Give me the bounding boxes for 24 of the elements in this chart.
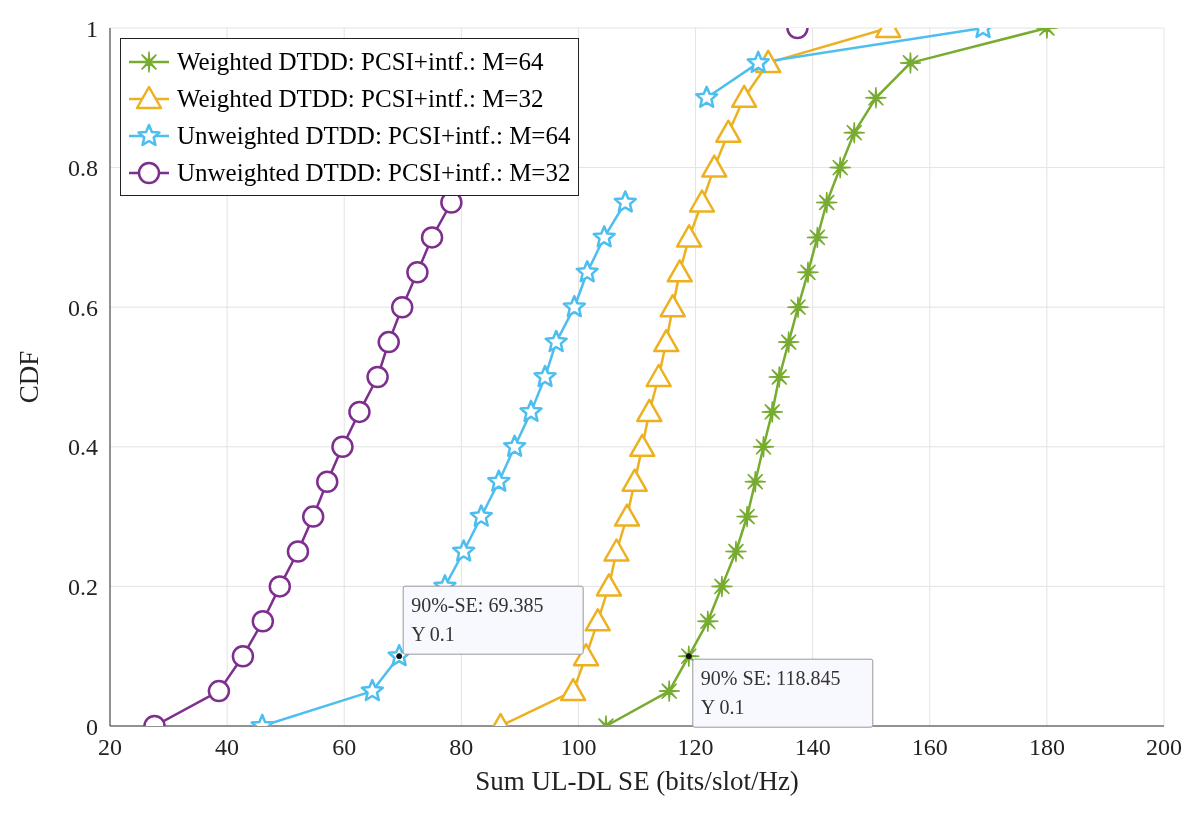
y-tick-label: 0.2	[68, 573, 98, 600]
x-tick-label: 180	[1028, 734, 1065, 761]
y-tick-label: 0.6	[68, 294, 98, 321]
x-tick-label: 100	[560, 734, 597, 761]
y-tick-label: 0.8	[68, 155, 98, 182]
legend-label: Weighted DTDD: PCSI+intf.: M=32	[177, 84, 544, 113]
legend-label: Unweighted DTDD: PCSI+intf.: M=32	[177, 158, 571, 187]
x-tick-label: 120	[677, 734, 714, 761]
y-tick-label: 0	[86, 713, 98, 740]
annotation: 90%-SE: 69.385 Y 0.1	[411, 594, 544, 646]
x-tick-label: 40	[215, 734, 240, 761]
x-tick-label: 200	[1146, 734, 1182, 761]
x-tick-label: 20	[98, 734, 122, 761]
x-tick-label: 140	[794, 734, 831, 761]
x-tick-label: 80	[449, 734, 474, 761]
y-axis-title: CDF	[13, 350, 44, 404]
x-axis-title: Sum UL-DL SE (bits/slot/Hz)	[475, 766, 799, 796]
y-tick-label: 1	[86, 15, 98, 42]
legend-label: Weighted DTDD: PCSI+intf.: M=64	[177, 47, 544, 76]
y-tick-label: 0.4	[68, 434, 98, 461]
x-tick-label: 60	[332, 734, 357, 761]
legend-label: Unweighted DTDD: PCSI+intf.: M=64	[177, 121, 571, 150]
x-tick-label: 160	[911, 734, 948, 761]
annotation: 90% SE: 118.845 Y 0.1	[700, 667, 841, 719]
